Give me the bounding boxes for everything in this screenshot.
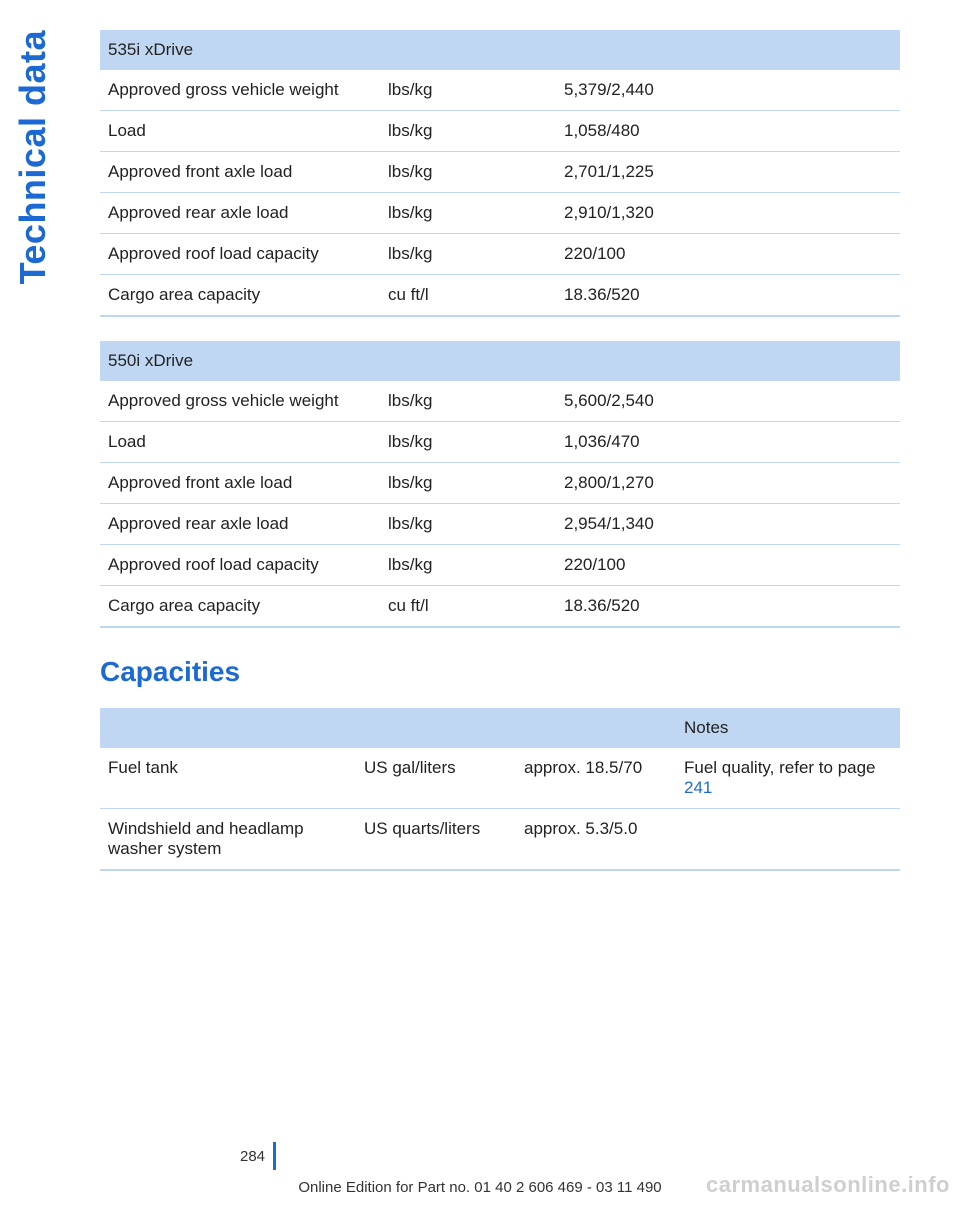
capacities-table: Notes Fuel tankUS gal/litersapprox. 18.5… bbox=[100, 708, 900, 871]
weight-value: 2,800/1,270 bbox=[556, 463, 900, 504]
weight-label: Load bbox=[100, 422, 380, 463]
weights-table: 550i xDriveApproved gross vehicle weight… bbox=[100, 341, 900, 628]
section-title-capacities: Capacities bbox=[100, 656, 900, 688]
table-row: Approved rear axle loadlbs/kg2,910/1,320 bbox=[100, 193, 900, 234]
weight-unit: lbs/kg bbox=[380, 193, 556, 234]
capacity-value: approx. 5.3/5.0 bbox=[516, 809, 676, 871]
weight-value: 1,058/480 bbox=[556, 111, 900, 152]
capacities-header-empty3 bbox=[516, 708, 676, 748]
weight-unit: lbs/kg bbox=[380, 422, 556, 463]
weight-unit: lbs/kg bbox=[380, 504, 556, 545]
table-row: Approved front axle loadlbs/kg2,701/1,22… bbox=[100, 152, 900, 193]
capacity-row: Fuel tankUS gal/litersapprox. 18.5/70Fue… bbox=[100, 748, 900, 809]
weight-label: Approved roof load capacity bbox=[100, 234, 380, 275]
table-row: Approved gross vehicle weightlbs/kg5,379… bbox=[100, 70, 900, 111]
weight-value: 18.36/520 bbox=[556, 586, 900, 628]
capacity-note-link[interactable]: 241 bbox=[684, 778, 712, 797]
table-row: Approved gross vehicle weightlbs/kg5,600… bbox=[100, 381, 900, 422]
weight-label: Cargo area capacity bbox=[100, 586, 380, 628]
weight-value: 1,036/470 bbox=[556, 422, 900, 463]
weight-label: Approved rear axle load bbox=[100, 504, 380, 545]
table-title: 550i xDrive bbox=[100, 341, 900, 381]
table-header-row: 550i xDrive bbox=[100, 341, 900, 381]
weights-table: 535i xDriveApproved gross vehicle weight… bbox=[100, 30, 900, 317]
capacity-note bbox=[676, 809, 900, 871]
weight-unit: lbs/kg bbox=[380, 70, 556, 111]
table-row: Cargo area capacitycu ft/l18.36/520 bbox=[100, 275, 900, 317]
weight-value: 18.36/520 bbox=[556, 275, 900, 317]
weight-unit: lbs/kg bbox=[380, 234, 556, 275]
weight-label: Approved front axle load bbox=[100, 152, 380, 193]
table-row: Approved roof load capacitylbs/kg220/100 bbox=[100, 545, 900, 586]
page-number: 284 bbox=[240, 1148, 265, 1165]
capacities-header-empty2 bbox=[356, 708, 516, 748]
weight-unit: cu ft/l bbox=[380, 275, 556, 317]
weight-unit: cu ft/l bbox=[380, 586, 556, 628]
page: Technical data 535i xDriveApproved gross… bbox=[0, 0, 960, 1222]
weight-unit: lbs/kg bbox=[380, 463, 556, 504]
page-number-bar bbox=[273, 1142, 276, 1170]
weight-value: 2,701/1,225 bbox=[556, 152, 900, 193]
capacities-header-notes: Notes bbox=[676, 708, 900, 748]
table-row: Approved rear axle loadlbs/kg2,954/1,340 bbox=[100, 504, 900, 545]
weight-unit: lbs/kg bbox=[380, 111, 556, 152]
table-title: 535i xDrive bbox=[100, 30, 900, 70]
capacity-value: approx. 18.5/70 bbox=[516, 748, 676, 809]
weight-label: Approved gross vehicle weight bbox=[100, 381, 380, 422]
weight-label: Approved front axle load bbox=[100, 463, 380, 504]
table-header-row: 535i xDrive bbox=[100, 30, 900, 70]
capacity-note: Fuel quality, refer to page 241 bbox=[676, 748, 900, 809]
table-row: Loadlbs/kg1,058/480 bbox=[100, 111, 900, 152]
weight-label: Cargo area capacity bbox=[100, 275, 380, 317]
weight-value: 2,910/1,320 bbox=[556, 193, 900, 234]
table-row: Cargo area capacitycu ft/l18.36/520 bbox=[100, 586, 900, 628]
weights-tables: 535i xDriveApproved gross vehicle weight… bbox=[100, 30, 900, 628]
table-row: Loadlbs/kg1,036/470 bbox=[100, 422, 900, 463]
capacities-header-empty1 bbox=[100, 708, 356, 748]
capacity-label: Windshield and headlamp washer system bbox=[100, 809, 356, 871]
capacity-label: Fuel tank bbox=[100, 748, 356, 809]
weight-label: Approved rear axle load bbox=[100, 193, 380, 234]
weight-value: 5,379/2,440 bbox=[556, 70, 900, 111]
table-row: Approved front axle loadlbs/kg2,800/1,27… bbox=[100, 463, 900, 504]
weight-label: Approved gross vehicle weight bbox=[100, 70, 380, 111]
weight-value: 220/100 bbox=[556, 545, 900, 586]
weight-value: 220/100 bbox=[556, 234, 900, 275]
weight-value: 5,600/2,540 bbox=[556, 381, 900, 422]
capacity-unit: US quarts/liters bbox=[356, 809, 516, 871]
weight-label: Load bbox=[100, 111, 380, 152]
weight-value: 2,954/1,340 bbox=[556, 504, 900, 545]
page-number-wrap: 284 bbox=[240, 1142, 276, 1170]
weight-unit: lbs/kg bbox=[380, 152, 556, 193]
capacity-row: Windshield and headlamp washer systemUS … bbox=[100, 809, 900, 871]
weight-label: Approved roof load capacity bbox=[100, 545, 380, 586]
capacity-unit: US gal/liters bbox=[356, 748, 516, 809]
capacities-header-row: Notes bbox=[100, 708, 900, 748]
table-row: Approved roof load capacitylbs/kg220/100 bbox=[100, 234, 900, 275]
watermark: carmanualsonline.info bbox=[706, 1172, 950, 1198]
weight-unit: lbs/kg bbox=[380, 545, 556, 586]
capacity-note-text: Fuel quality, refer to page bbox=[684, 758, 876, 777]
weight-unit: lbs/kg bbox=[380, 381, 556, 422]
side-label-technical-data: Technical data bbox=[12, 30, 54, 284]
